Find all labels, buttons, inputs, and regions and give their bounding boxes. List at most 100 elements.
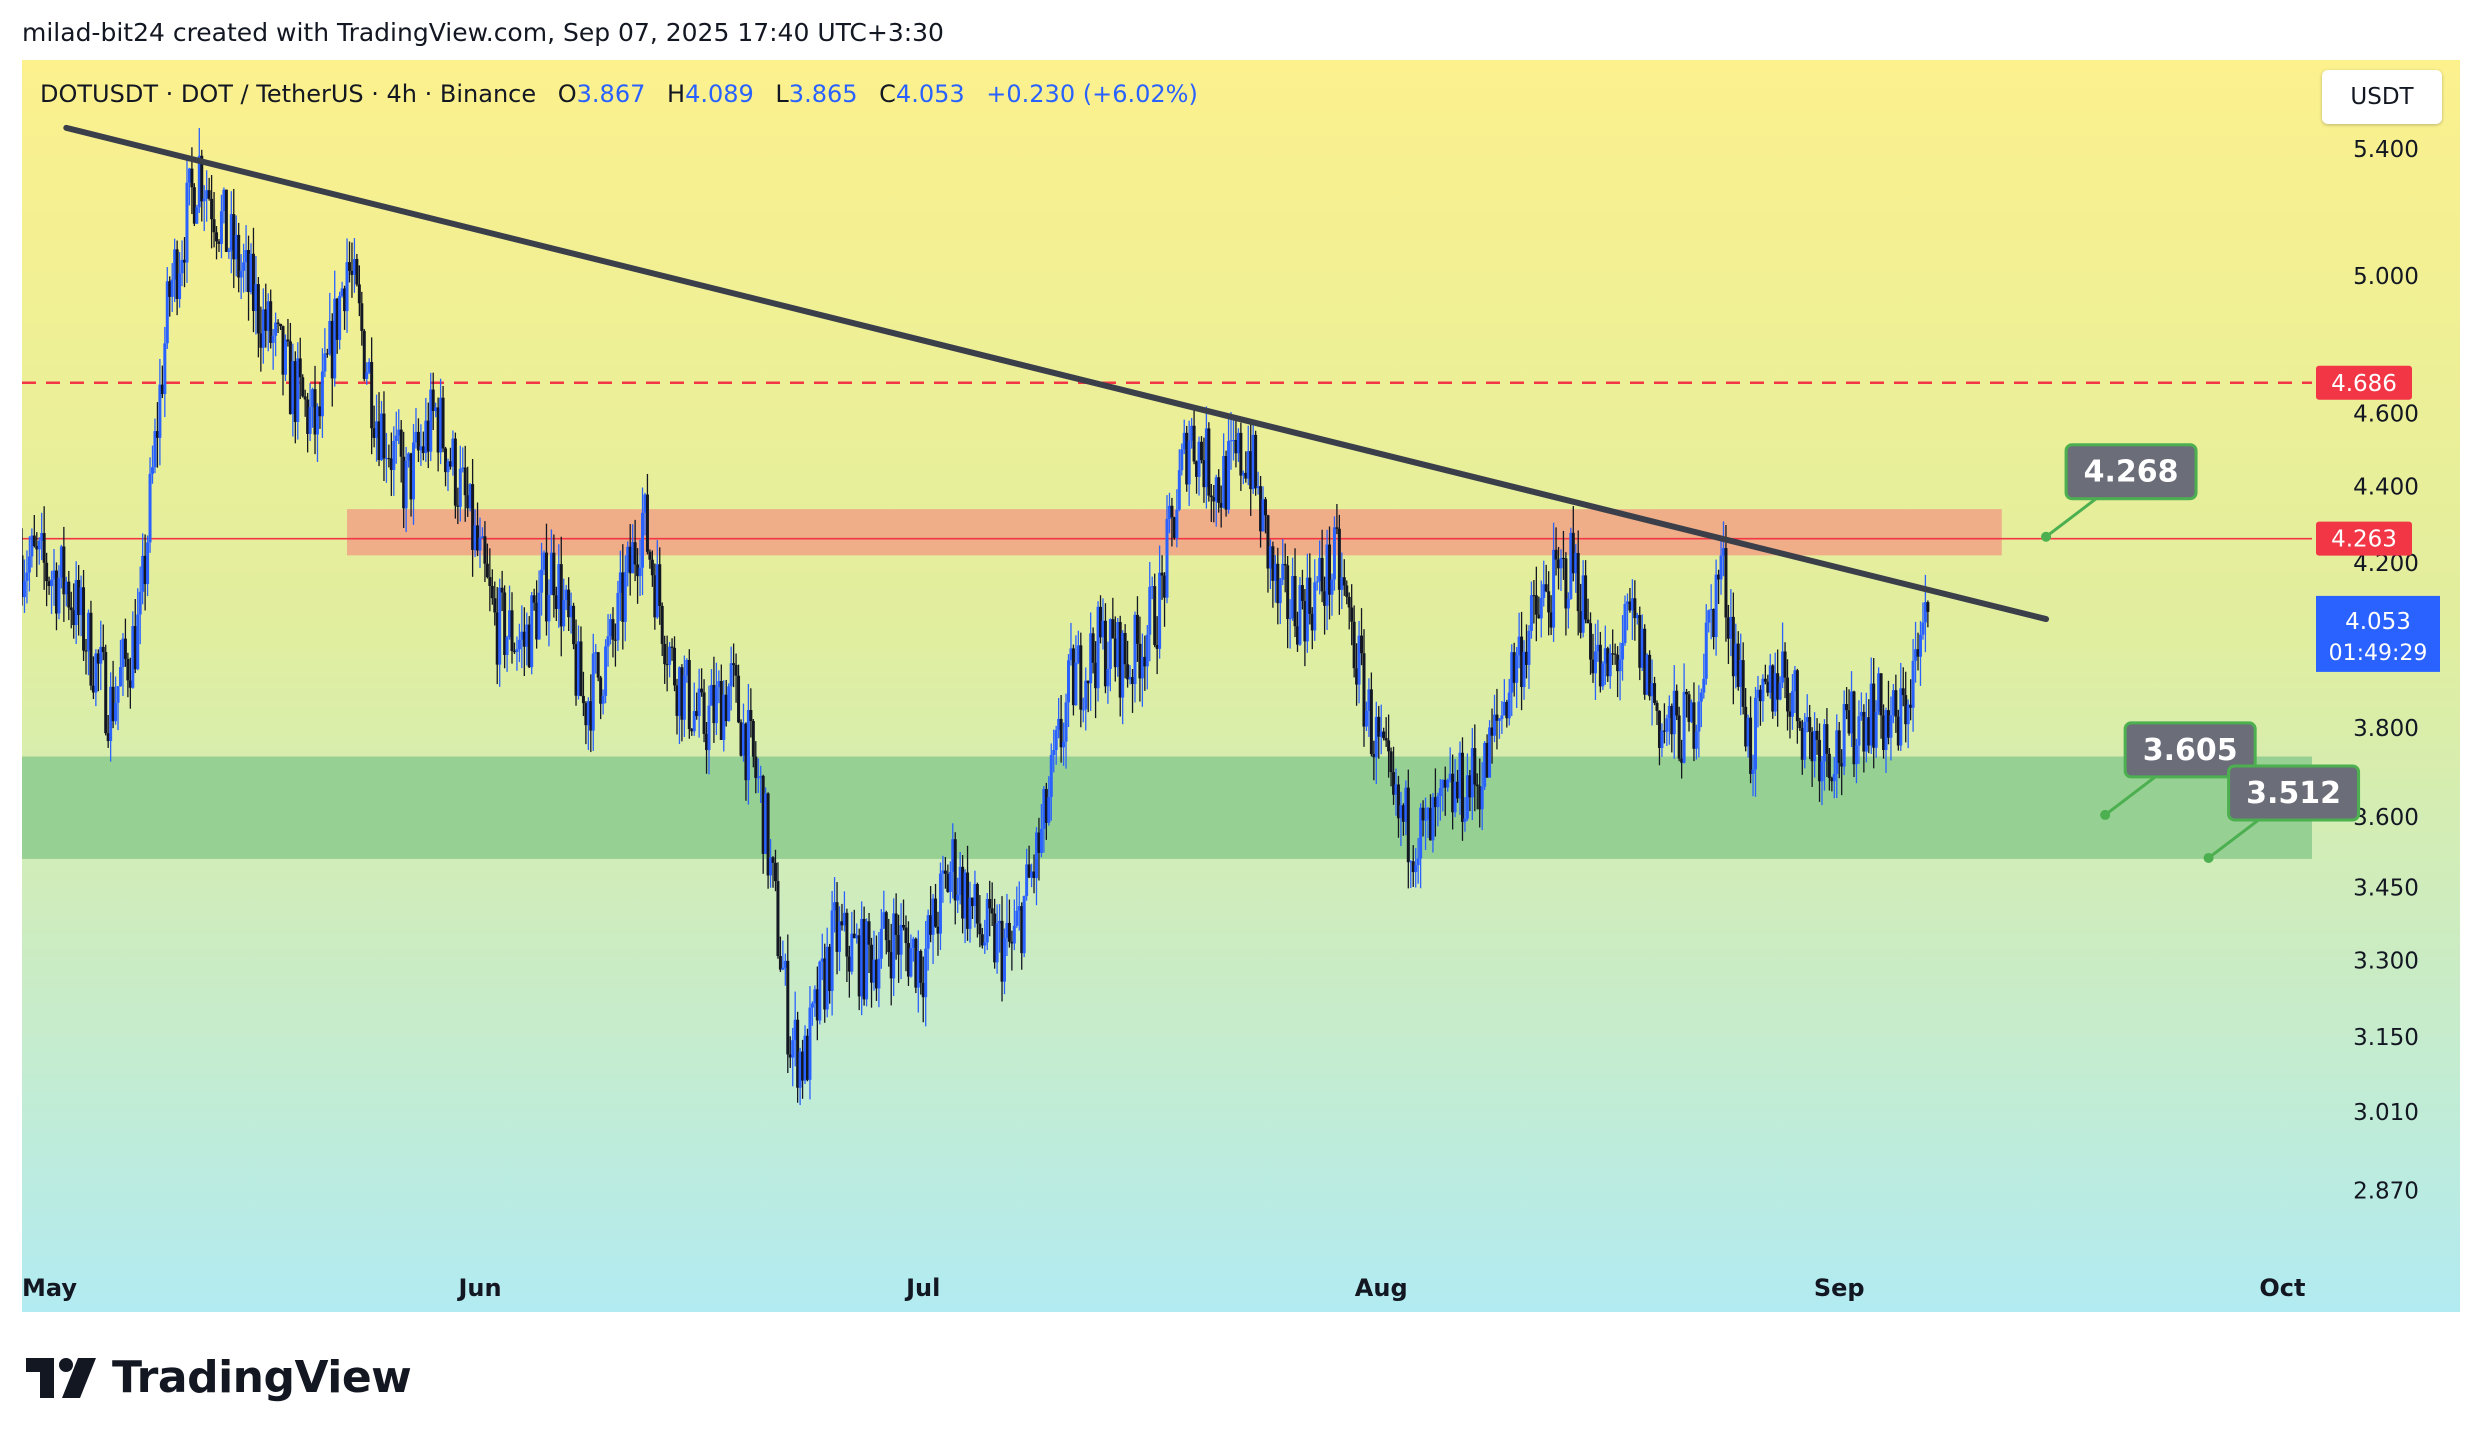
candle-body [1463,818,1467,822]
candle-body [709,684,713,706]
candle-body [1616,654,1620,672]
candle-body [185,182,189,263]
candle-body [1246,451,1250,479]
symbol-info[interactable]: DOTUSDT · DOT / TetherUS · 4h · Binance [40,80,537,108]
candle-body [328,320,332,355]
candle-body [1027,864,1031,878]
level-price-value: 4.686 [2331,371,2397,397]
candle-body [57,577,61,614]
candle-body [1256,486,1260,489]
candle-body [596,652,600,678]
candle-body [340,288,344,296]
candle-body [1544,584,1548,592]
candle-body [796,1019,800,1088]
time-axis-tick: Jul [904,1274,940,1302]
candle-body [239,270,243,278]
candle-body [1438,787,1442,797]
candle-body [801,1051,805,1081]
candle-body [143,555,147,585]
candle-body [389,458,393,470]
candle-body [1827,753,1831,779]
candle-body [180,259,184,274]
candle-body [830,910,834,992]
candle-body [1729,616,1733,639]
candle-body [138,591,142,615]
candle-body [1428,807,1432,841]
candle-body [781,967,785,970]
candle-body [1012,925,1016,944]
candle-body [394,435,398,442]
candle-body [323,353,327,372]
candle-body [1692,702,1696,749]
candle-body [931,898,935,935]
candle-body [761,775,765,854]
candle-body [1000,920,1004,982]
candle-body [1608,653,1612,677]
candle-body [1431,797,1435,841]
candle-body [1355,668,1359,685]
candle-body [820,958,824,962]
candle-body [1276,563,1280,604]
candle-body [1820,761,1824,782]
candle-body [1266,515,1270,569]
tradingview-logo[interactable]: TradingView [26,1352,412,1403]
candle-body [1584,575,1588,620]
currency-button[interactable]: USDT [2322,70,2442,124]
candle-body [1379,731,1383,737]
candle-body [1704,622,1708,679]
candle-body [1182,432,1186,450]
candle-body [1832,773,1836,782]
candle-body [1515,655,1519,683]
candle-body [658,564,662,606]
change-value: +0.230 (+6.02%) [986,80,1198,108]
time-axis-tick: May [22,1274,77,1302]
candle-body [67,581,71,608]
candle-body [1793,670,1797,692]
candle-body [291,361,295,415]
candle-body [835,902,839,952]
candle-body [549,552,553,595]
candle-body [99,646,103,664]
candle-body [476,525,480,551]
candle-body [616,592,620,641]
candle-body [1914,649,1918,661]
candle-body [1862,711,1866,752]
candle-body [234,234,238,260]
candle-body [25,572,29,581]
candle-body [641,512,645,568]
candle-body [788,1054,792,1058]
candle-body [1712,609,1716,638]
chart-legend[interactable]: DOTUSDT · DOT / TetherUS · 4h · Binance … [40,80,1198,108]
candle-body [1490,727,1494,736]
candle-body [207,190,211,199]
chart-frame[interactable]: 5.400 5.000 4.600 4.400 4.200 3.800 3.600 3.450… [22,60,2460,1312]
candle-body [1837,730,1841,763]
candle-body [293,361,297,422]
candle-body [1714,574,1718,638]
candle-body [251,253,255,312]
candle-body [993,913,997,963]
candle-body [210,198,214,220]
candle-body [1382,731,1386,739]
price-chart[interactable]: 5.4005.0004.6004.4004.2003.8003.6003.450… [22,60,2460,1312]
candle-body [1404,787,1408,822]
candle-body [215,232,219,242]
candle-body [899,924,903,955]
candle-body [934,898,938,927]
candle-body [756,777,760,779]
candle-body [808,1007,812,1080]
candle-body [1628,601,1632,611]
candle-body [1598,644,1602,687]
high-label: H [667,80,686,108]
candle-body [1424,819,1428,821]
candle-body [392,441,396,470]
candle-body [146,542,150,585]
candle-body [451,438,455,467]
candle-body [569,605,573,618]
candle-body [1889,715,1893,738]
candle-body [84,650,88,652]
candle-body [862,918,866,1000]
candle-body [1763,678,1767,682]
candle-body [1409,861,1413,863]
candle-body [490,585,494,599]
